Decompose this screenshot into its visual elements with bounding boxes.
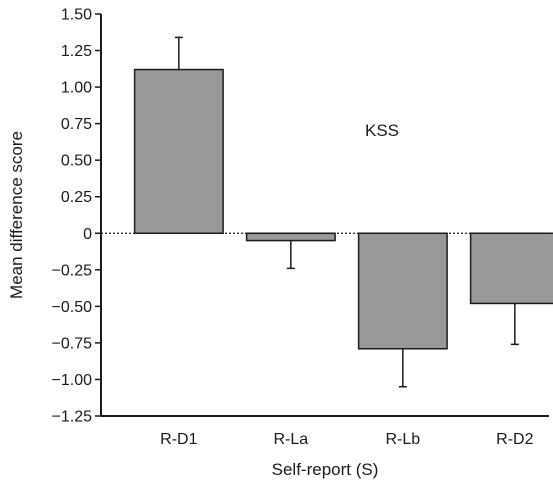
y-tick-label: 1.00: [61, 80, 92, 97]
y-tick-label: −0.25: [52, 262, 93, 279]
x-tick-label: R-D2: [496, 431, 533, 448]
bar-r-d1: [133, 68, 224, 235]
bar-r-d2: [469, 232, 553, 305]
x-axis-title: Self-report (S): [272, 460, 379, 479]
y-tick-label: −0.50: [52, 299, 93, 316]
y-tick-label: 0: [83, 226, 92, 243]
plot-area: 1.50 1.25 1.00 0.75 0.50 0.25 0 −0.25 −0.50 −0.75…: [52, 7, 553, 448]
y-axis-title: Mean difference score: [7, 131, 26, 299]
y-tick-label: 0.75: [61, 116, 92, 133]
x-tick-label: R-La: [273, 431, 308, 448]
y-tick-label: 0.50: [61, 153, 92, 170]
y-tick-label: 0.25: [61, 189, 92, 206]
bar-r-lb: [357, 232, 448, 350]
y-tick-label: −1.00: [52, 372, 93, 389]
bar-r-la: [245, 232, 336, 242]
chart-annotation: KSS: [365, 121, 399, 140]
x-tick-label: R-D1: [160, 431, 197, 448]
y-tick-label: −1.25: [52, 409, 93, 426]
x-tick-label: R-Lb: [385, 431, 420, 448]
y-tick-label: 1.25: [61, 43, 92, 60]
y-tick-label: 1.50: [61, 7, 92, 24]
y-tick-label: −0.75: [52, 335, 93, 352]
